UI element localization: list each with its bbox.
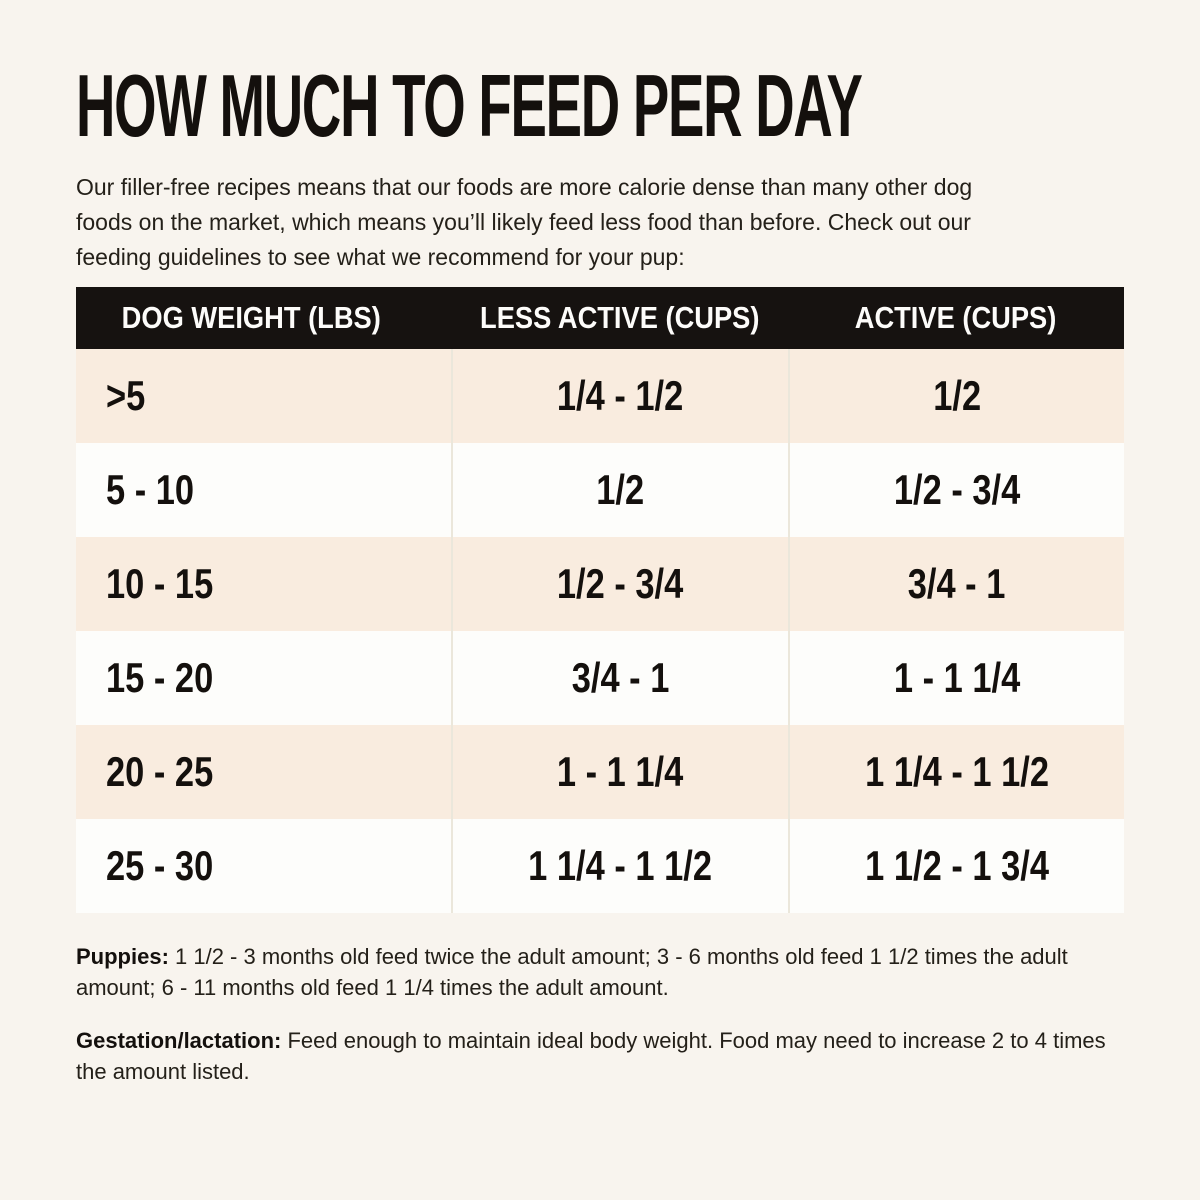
table-body: >5 1/4 - 1/2 1/2 5 - 10 1/2 1/2 - 3/4 10 - 15 1… (76, 349, 1124, 913)
table-header-row: DOG WEIGHT (LBS) LESS ACTIVE (CUPS) ACTI… (76, 287, 1124, 349)
table-cell: 5 - 10 (76, 443, 451, 537)
table-row: 5 - 10 1/2 1/2 - 3/4 (76, 443, 1124, 537)
table-cell-value: 1/2 (596, 466, 645, 513)
table-cell-value: 1/2 (932, 372, 981, 419)
table-row: >5 1/4 - 1/2 1/2 (76, 349, 1124, 443)
gestation-note: Gestation/lactation: Feed enough to main… (76, 1025, 1122, 1087)
gestation-note-text: Feed enough to maintain ideal body weigh… (76, 1028, 1106, 1084)
table-header-dog-weight: DOG WEIGHT (LBS) (76, 287, 451, 349)
table-header-less-active: LESS ACTIVE (CUPS) (451, 287, 787, 349)
table-cell-value: 1 1/2 - 1 3/4 (864, 842, 1049, 889)
table-row: 25 - 30 1 1/4 - 1 1/2 1 1/2 - 1 3/4 (76, 819, 1124, 913)
table-cell: 3/4 - 1 (451, 631, 787, 725)
table-cell: 1 - 1 1/4 (787, 631, 1124, 725)
table-cell: 1/2 - 3/4 (451, 537, 787, 631)
table-cell: 10 - 15 (76, 537, 451, 631)
intro-line: Our filler-free recipes means that our f… (76, 174, 973, 200)
feeding-table: DOG WEIGHT (LBS) LESS ACTIVE (CUPS) ACTI… (76, 287, 1124, 913)
table-cell-value: 25 - 30 (106, 842, 214, 889)
table-cell: 1/2 (451, 443, 787, 537)
table-cell: 1/2 (787, 349, 1124, 443)
gestation-note-label: Gestation/lactation: (76, 1028, 282, 1053)
table-cell: 1/2 - 3/4 (787, 443, 1124, 537)
table-cell-value: 10 - 15 (106, 560, 214, 607)
table-cell: 1 1/4 - 1 1/2 (787, 725, 1124, 819)
table-cell-value: 1/2 - 3/4 (557, 560, 684, 607)
table-cell: 1 1/2 - 1 3/4 (787, 819, 1124, 913)
table-header-label: LESS ACTIVE (CUPS) (479, 300, 760, 335)
table-cell: 1/4 - 1/2 (451, 349, 787, 443)
intro-paragraph: Our filler-free recipes means that our f… (76, 170, 1124, 275)
table-cell: 25 - 30 (76, 819, 451, 913)
page-title: HOW MUCH TO FEED PER DAY (76, 56, 863, 155)
table-cell: 1 - 1 1/4 (451, 725, 787, 819)
table-cell: 20 - 25 (76, 725, 451, 819)
table-header-active: ACTIVE (CUPS) (788, 287, 1124, 349)
footnotes: Puppies: 1 1/2 - 3 months old feed twice… (76, 941, 1122, 1087)
intro-line: foods on the market, which means you’ll … (76, 209, 971, 235)
table-cell: 1 1/4 - 1 1/2 (451, 819, 787, 913)
table-cell-value: 1 1/4 - 1 1/2 (864, 748, 1049, 795)
table-cell: 3/4 - 1 (787, 537, 1124, 631)
table-cell-value: >5 (106, 372, 146, 419)
puppies-note-label: Puppies: (76, 944, 169, 969)
table-row: 15 - 20 3/4 - 1 1 - 1 1/4 (76, 631, 1124, 725)
table-cell-value: 15 - 20 (106, 654, 214, 701)
table-cell-value: 1 1/4 - 1 1/2 (528, 842, 713, 889)
table-header-label: DOG WEIGHT (LBS) (121, 300, 381, 335)
table-row: 10 - 15 1/2 - 3/4 3/4 - 1 (76, 537, 1124, 631)
table-header-label: ACTIVE (CUPS) (854, 300, 1057, 335)
table-cell-value: 1 - 1 1/4 (557, 748, 684, 795)
table-cell-value: 3/4 - 1 (571, 654, 670, 701)
table-cell-value: 1 - 1 1/4 (893, 654, 1020, 701)
table-cell: 15 - 20 (76, 631, 451, 725)
table-cell-value: 1/4 - 1/2 (557, 372, 684, 419)
table-cell-value: 3/4 - 1 (907, 560, 1006, 607)
table-cell: >5 (76, 349, 451, 443)
table-cell-value: 1/2 - 3/4 (893, 466, 1020, 513)
feeding-guide-panel: HOW MUCH TO FEED PER DAY Our filler-free… (76, 56, 1124, 1087)
puppies-note: Puppies: 1 1/2 - 3 months old feed twice… (76, 941, 1122, 1003)
table-cell-value: 5 - 10 (106, 466, 195, 513)
puppies-note-text: 1 1/2 - 3 months old feed twice the adul… (76, 944, 1068, 1000)
table-cell-value: 20 - 25 (106, 748, 214, 795)
table-row: 20 - 25 1 - 1 1/4 1 1/4 - 1 1/2 (76, 725, 1124, 819)
intro-line: feeding guidelines to see what we recomm… (76, 244, 685, 270)
